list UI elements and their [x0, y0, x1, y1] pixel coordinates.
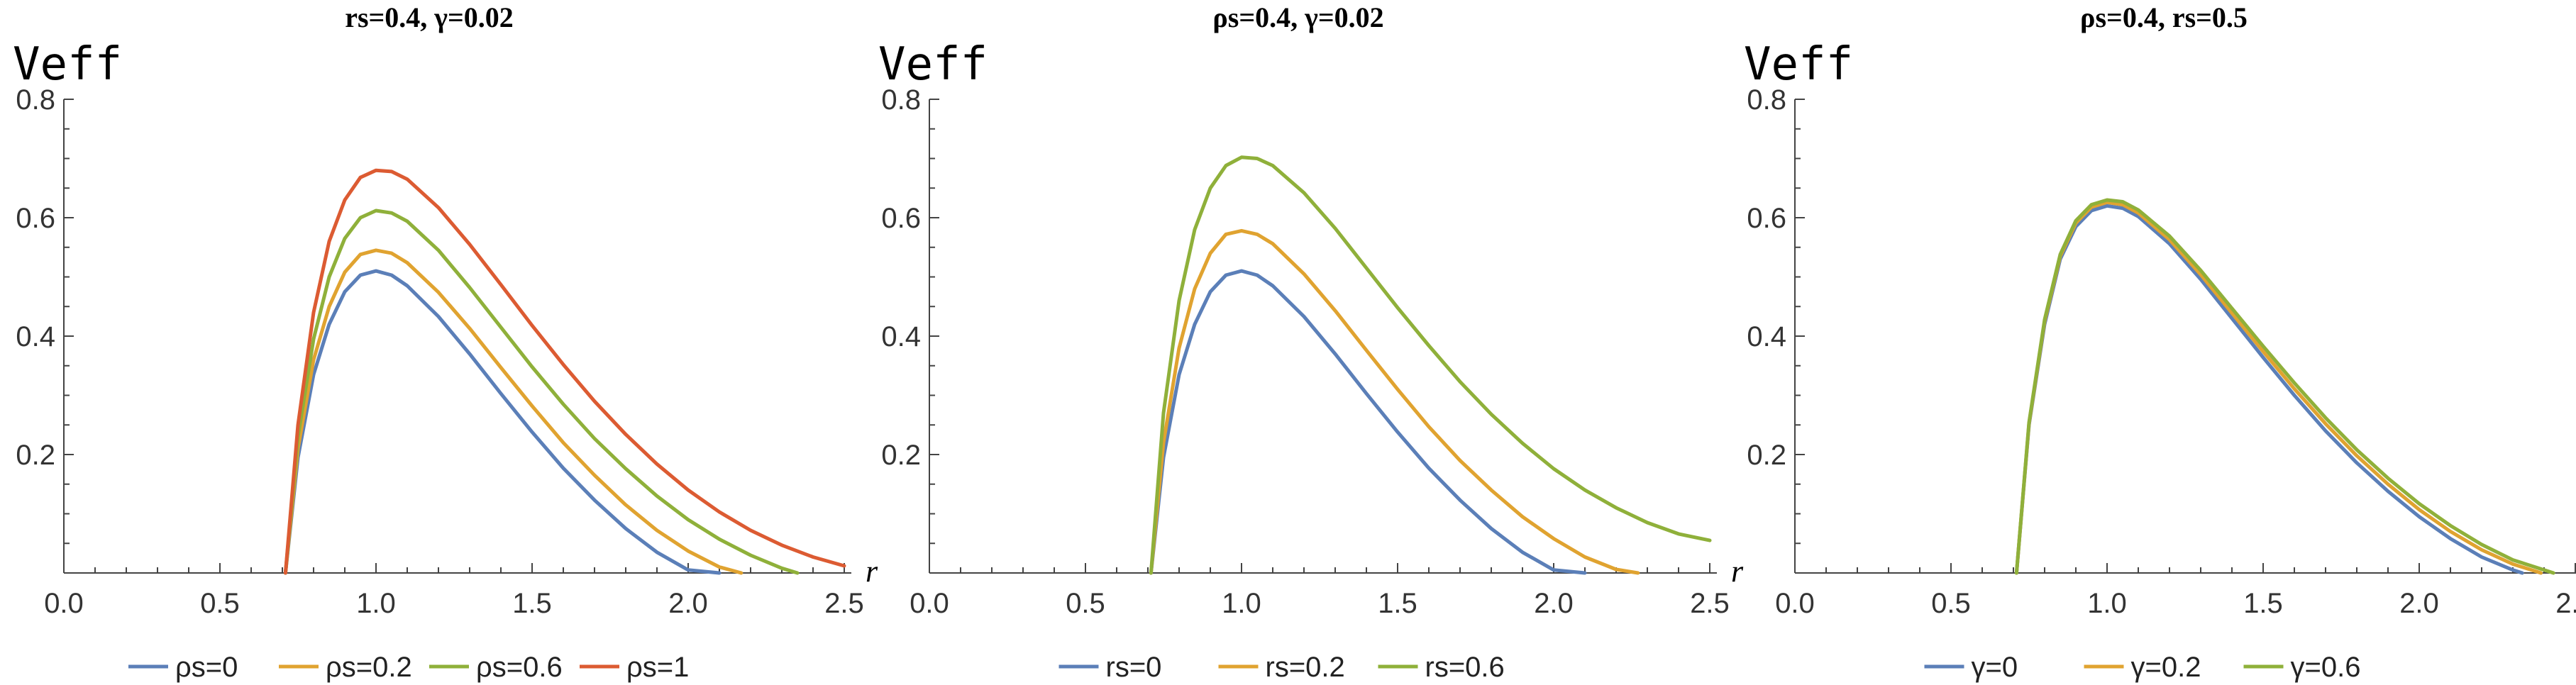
panel-title: ρs=0.4, γ=0.02 [1212, 1, 1383, 33]
series-line-1 [283, 269, 722, 575]
y-tick-label: 0.6 [16, 203, 55, 234]
chart-panel-2: ρs=0.4, γ=0.02 Veff r 0.0 0.5 1.0 1.5 2.0 2.5 0.2… [878, 1, 1744, 683]
y-tick-label: 0.6 [1747, 203, 1786, 234]
chart-panel-3: ρs=0.4, rs=0.5Veffr0.00.51.01.52.02.50.2… [1744, 1, 2576, 683]
x-tick-label: 1.5 [512, 588, 552, 619]
x-tick-label: 2.5 [2555, 588, 2576, 619]
x-tick-label: 2.5 [1690, 588, 1730, 619]
x-tick-label: 0.0 [44, 588, 84, 619]
series-line-3 [2014, 198, 2555, 575]
x-tick-label: 0.5 [200, 588, 240, 619]
legend-label: ρs=0.6 [476, 652, 563, 683]
x-tick-label: 1.0 [1222, 588, 1261, 619]
legend-label: ρs=0 [175, 652, 238, 683]
y-axis-label: Veff [1744, 38, 1853, 91]
x-tick-label: 1.5 [1378, 588, 1417, 619]
y-tick-label: 0.8 [16, 84, 55, 116]
series-line-2 [1149, 228, 1640, 575]
x-tick-label: 2.0 [2399, 588, 2439, 619]
series-line-2 [283, 248, 743, 575]
y-tick-label: 0.8 [1747, 84, 1786, 116]
y-tick-label: 0.8 [881, 84, 921, 116]
legend-label: ρs=0.2 [326, 652, 412, 683]
x-tick-label: 1.5 [2243, 588, 2283, 619]
series-line-1 [1149, 269, 1587, 575]
y-tick-label: 0.4 [1747, 321, 1786, 352]
legend-label: γ=0.2 [2131, 652, 2201, 683]
legend: rs=0 rs=0.2 rs=0.6 [1058, 652, 1505, 683]
y-axis-label: Veff [878, 38, 988, 91]
legend-label: rs=0.6 [1425, 652, 1505, 683]
series-line-4 [283, 168, 846, 575]
x-tick-label: 0.5 [1066, 588, 1105, 619]
x-tick-label: 2.0 [668, 588, 708, 619]
legend-label: rs=0 [1106, 652, 1162, 683]
panel-title: ρs=0.4, rs=0.5 [2080, 1, 2248, 33]
x-tick-label: 0.0 [910, 588, 949, 619]
x-tick-label: 1.0 [356, 588, 396, 619]
series-line-2 [2014, 200, 2543, 575]
legend-label: γ=0 [1972, 652, 2018, 683]
series-line-3 [1149, 155, 1712, 575]
y-tick-label: 0.2 [1747, 440, 1786, 471]
x-tick-label: 2.0 [1534, 588, 1574, 619]
legend-label: ρs=1 [626, 652, 689, 683]
y-tick-label: 0.2 [881, 440, 921, 471]
x-tick-label: 0.5 [1931, 588, 1971, 619]
x-tick-label: 1.0 [2087, 588, 2127, 619]
series-line-1 [2014, 204, 2524, 575]
series-line-3 [283, 208, 800, 575]
y-axis-label: Veff [13, 38, 122, 91]
y-tick-label: 0.6 [881, 203, 921, 234]
y-tick-label: 0.4 [881, 321, 921, 352]
legend-label: rs=0.2 [1266, 652, 1345, 683]
legend: γ=0 γ=0.2 γ=0.6 [1924, 652, 2361, 683]
chart-panel-1: rs=0.4, γ=0.02 Veff r 0.0 0.5 1.0 1.5 2.0 2.5 0.2… [13, 1, 878, 683]
x-axis-label: r [1731, 554, 1744, 589]
y-tick-label: 0.2 [16, 440, 55, 471]
x-tick-label: 2.5 [824, 588, 864, 619]
x-tick-label: 0.0 [1775, 588, 1815, 619]
legend: ρs=0 ρs=0.2 ρs=0.6 ρs=1 [128, 652, 689, 683]
legend-label: γ=0.6 [2291, 652, 2361, 683]
panel-title: rs=0.4, γ=0.02 [345, 1, 514, 33]
x-axis-label: r [866, 554, 878, 589]
y-tick-label: 0.4 [16, 321, 55, 352]
